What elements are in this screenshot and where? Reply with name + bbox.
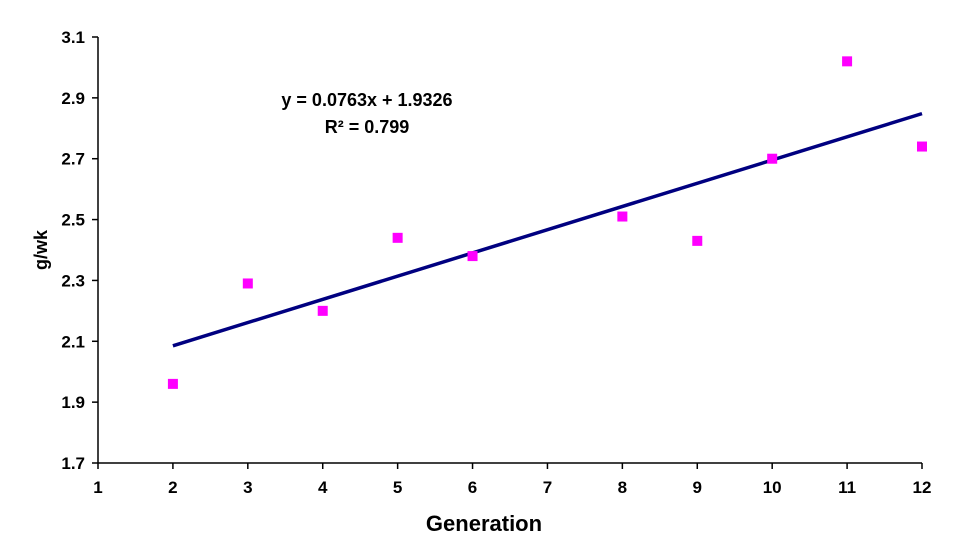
y-tick-label: 2.9 [61, 89, 85, 108]
x-tick-label: 5 [393, 478, 402, 497]
data-point [917, 141, 927, 152]
y-tick-label: 2.7 [61, 150, 85, 169]
y-axis-label: g/wk [31, 229, 51, 270]
y-tick-label: 1.7 [61, 454, 85, 473]
x-tick-label: 7 [543, 478, 552, 497]
x-tick-label: 10 [763, 478, 782, 497]
data-point [167, 378, 178, 389]
trendline-r-squared: R² = 0.799 [325, 117, 410, 137]
data-point [242, 278, 253, 289]
data-point [467, 251, 478, 262]
data-point [767, 153, 778, 164]
y-tick-label: 2.3 [61, 271, 85, 290]
x-tick-label: 6 [468, 478, 477, 497]
x-tick-label: 2 [168, 478, 177, 497]
x-axis-label: Generation [426, 511, 542, 536]
trendline-equation: y = 0.0763x + 1.9326 [281, 90, 452, 110]
data-point [617, 211, 628, 222]
data-point [692, 235, 703, 246]
x-tick-label: 11 [838, 478, 856, 497]
axes [92, 36, 923, 469]
data-points [167, 56, 927, 389]
data-point [842, 56, 853, 67]
x-tick-label: 1 [93, 478, 102, 497]
y-tick-label: 2.5 [61, 211, 85, 230]
y-tick-labels: 1.7 1.9 2.1 2.3 2.5 2.7 2.9 3.1 [61, 28, 85, 473]
x-tick-label: 4 [318, 478, 328, 497]
x-tick-label: 12 [913, 478, 932, 497]
data-point [317, 305, 328, 316]
y-tick-label: 3.1 [61, 28, 85, 47]
x-tick-label: 8 [618, 478, 627, 497]
trendline [172, 111, 923, 348]
trendline-group [172, 111, 923, 348]
x-tick-labels: 1 2 3 4 5 6 7 8 9 10 11 12 [93, 478, 931, 497]
y-tick-label: 2.1 [61, 332, 85, 351]
y-tick-label: 1.9 [61, 393, 85, 412]
x-tick-label: 9 [693, 478, 702, 497]
x-tick-label: 3 [243, 478, 252, 497]
data-point [392, 232, 403, 243]
